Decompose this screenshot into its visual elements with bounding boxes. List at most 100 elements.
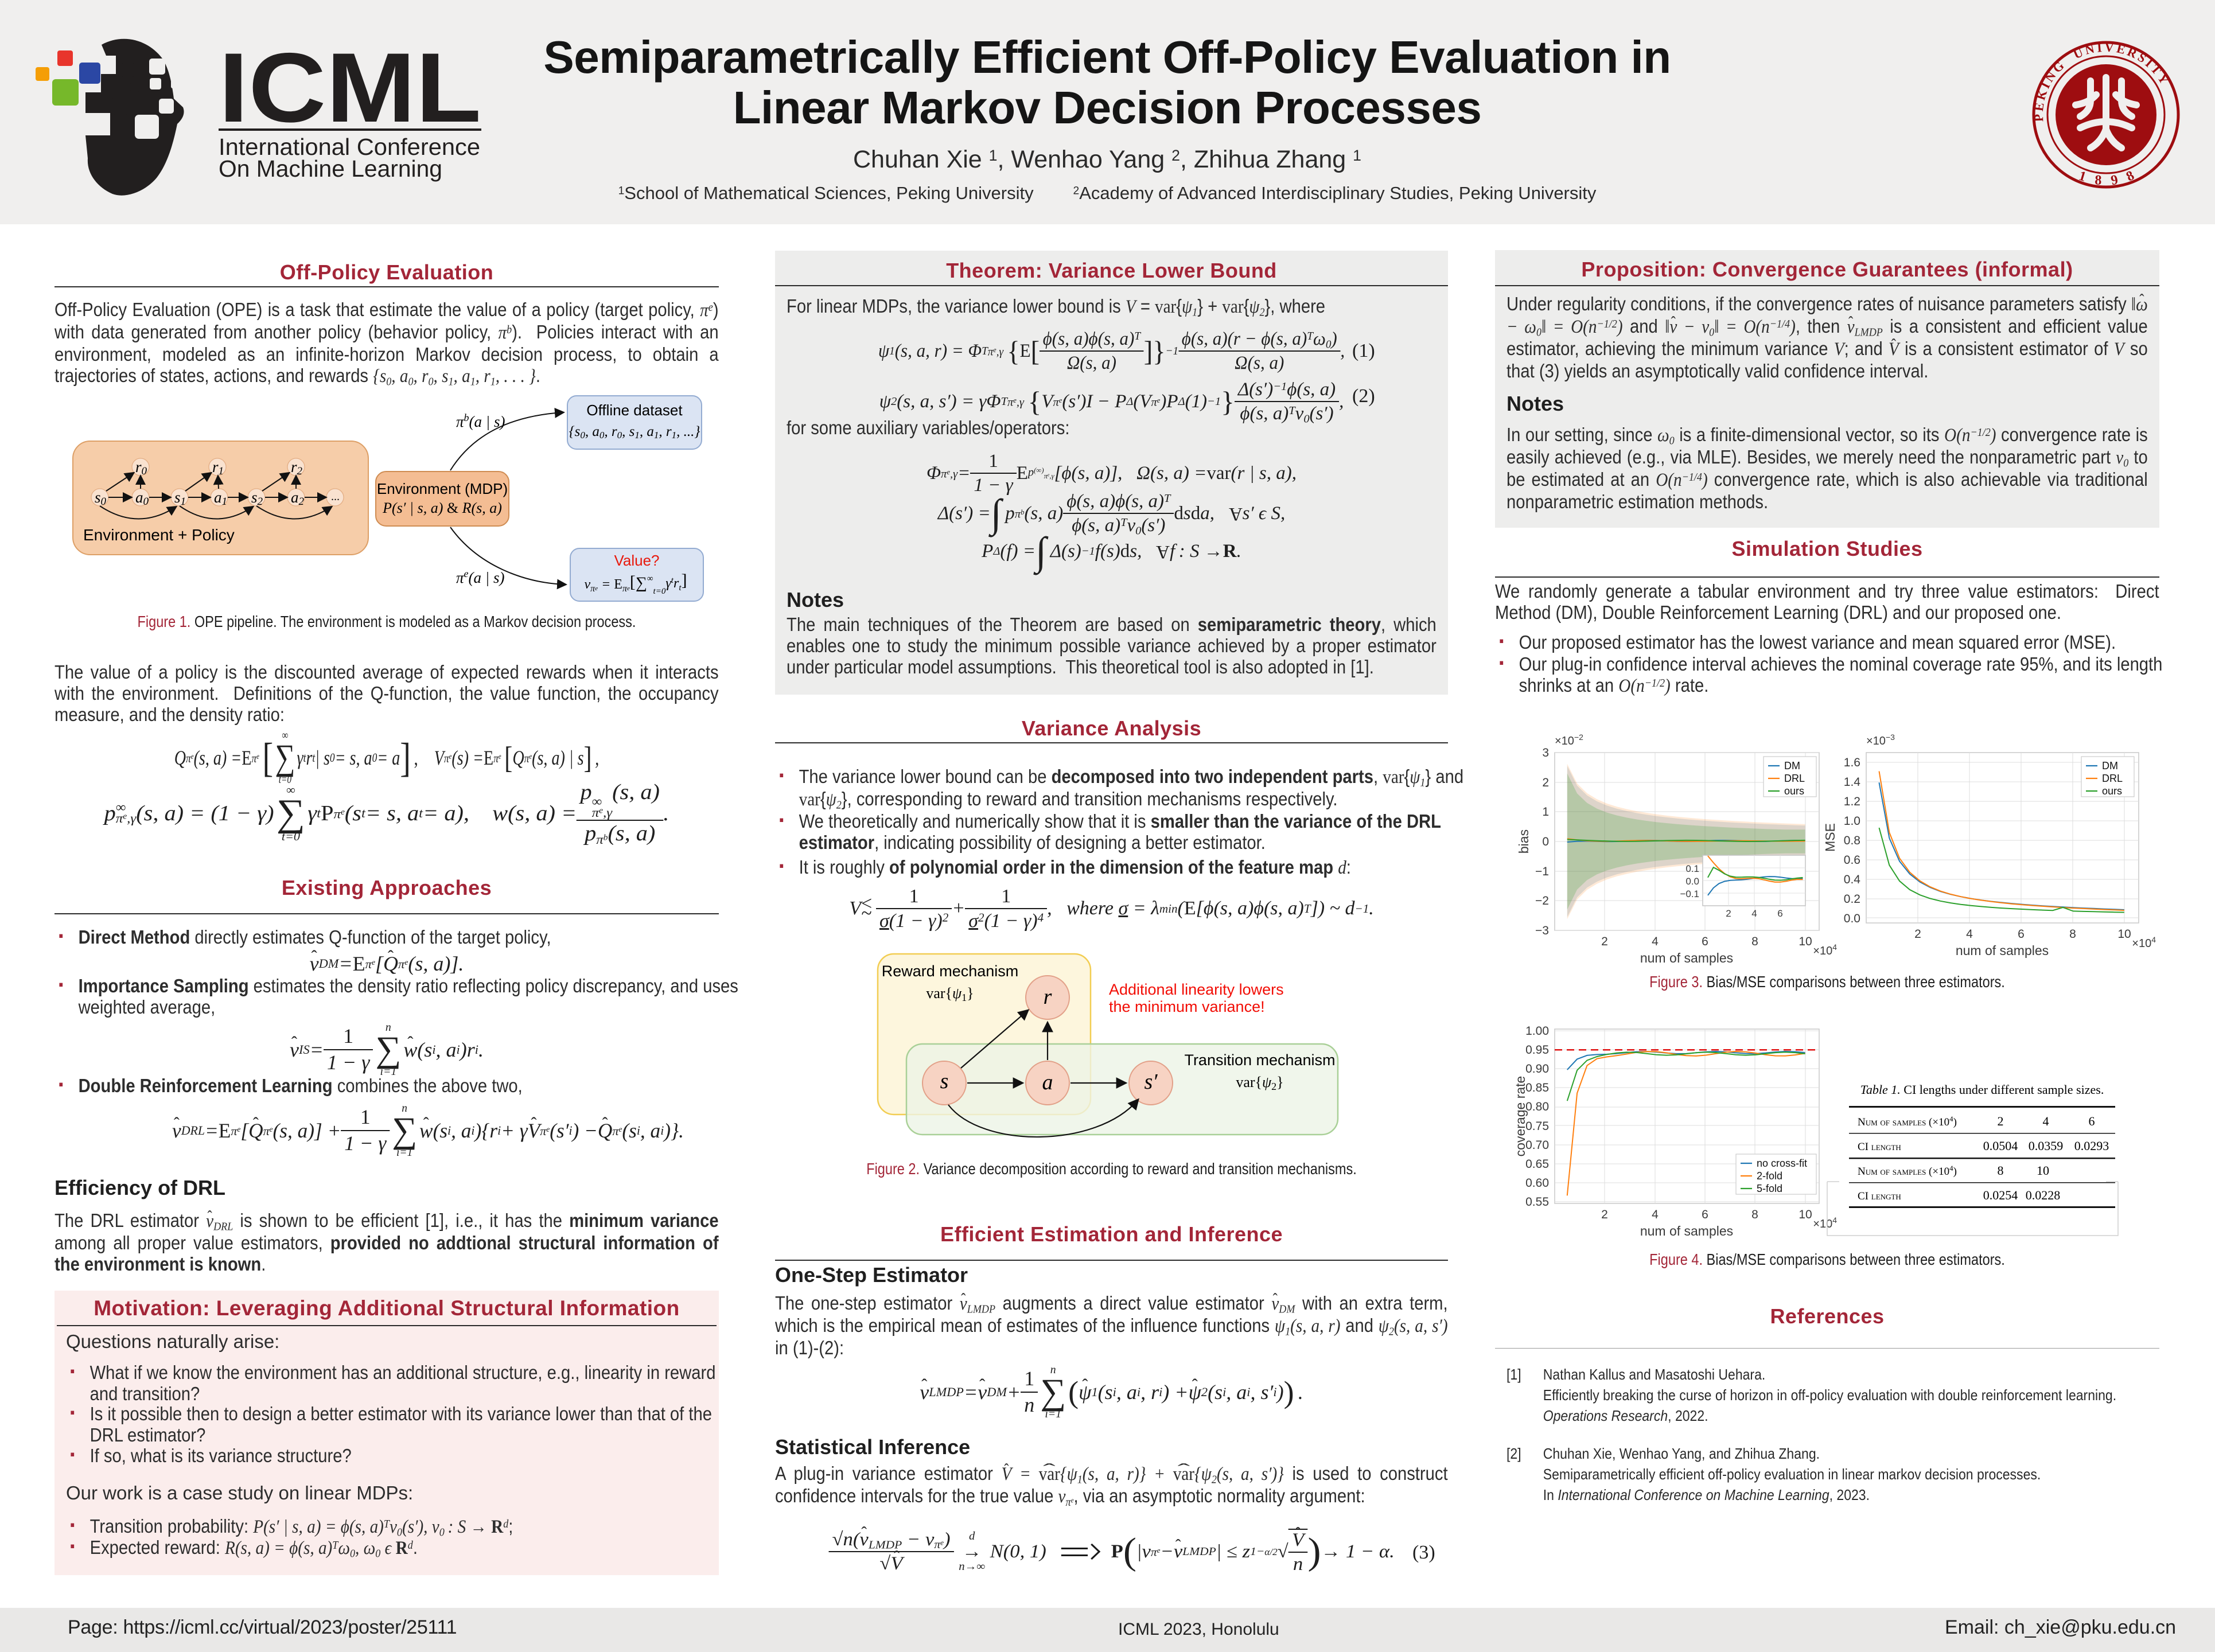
svg-text:6: 6 (2089, 1114, 2095, 1128)
svg-text:×104: ×104 (2132, 935, 2156, 950)
svg-text:0.0228: 0.0228 (2026, 1188, 2061, 1202)
svg-text:0.0504: 0.0504 (1983, 1139, 2018, 1153)
svg-text:0.75: 0.75 (1525, 1120, 1549, 1133)
svg-text:πe(a | s): πe(a | s) (456, 568, 504, 586)
svg-text:10: 10 (1799, 1208, 1812, 1221)
svg-text:0.65: 0.65 (1525, 1158, 1549, 1171)
svg-text:0: 0 (1542, 835, 1549, 848)
svg-text:a: a (1042, 1070, 1053, 1094)
svg-text:s′: s′ (1144, 1070, 1158, 1094)
svg-text:ours: ours (2102, 785, 2122, 797)
svg-text:0.85: 0.85 (1525, 1081, 1549, 1094)
svg-text:num of samples: num of samples (1640, 950, 1733, 965)
svg-text:10: 10 (1799, 935, 1812, 948)
svg-text:0.0: 0.0 (1685, 876, 1699, 887)
svg-text:2: 2 (1998, 1114, 2004, 1128)
svg-text:ICML: ICML (219, 33, 481, 143)
svg-text:var{ψ1}: var{ψ1} (926, 985, 974, 1003)
svg-text:8: 8 (1751, 935, 1758, 948)
svg-text:0.0359: 0.0359 (2029, 1139, 2064, 1153)
svg-text:−1: −1 (1535, 865, 1549, 878)
svg-text:r: r (1044, 985, 1052, 1009)
svg-text:{s0, a0, r0, s1, a1, r1, ...}: {s0, a0, r0, s1, a1, r1, ...} (569, 424, 700, 441)
svg-text:1.6: 1.6 (1844, 756, 1860, 769)
svg-text:2: 2 (1914, 928, 1921, 941)
svg-text:−0.1: −0.1 (1680, 889, 1699, 899)
svg-text:0.90: 0.90 (1525, 1062, 1549, 1076)
svg-text:bias: bias (1516, 829, 1531, 854)
svg-text:2: 2 (1726, 908, 1731, 919)
svg-text:the minimum variance!: the minimum variance! (1109, 998, 1265, 1015)
svg-text:2-fold: 2-fold (1757, 1170, 1782, 1182)
svg-text:no cross-fit: no cross-fit (1757, 1158, 1807, 1169)
svg-text:8: 8 (2069, 928, 2076, 941)
svg-text:1: 1 (1542, 805, 1549, 819)
svg-text:4: 4 (1652, 935, 1659, 948)
svg-text:CI length: CI length (1858, 1190, 1901, 1202)
svg-text:1898: 1898 (2077, 163, 2146, 188)
svg-text:DM: DM (2102, 760, 2118, 772)
svg-text:0.4: 0.4 (1844, 873, 1861, 886)
svg-text:×104: ×104 (1813, 1215, 1837, 1230)
svg-text:×10−2: ×10−2 (1555, 734, 1583, 747)
svg-text:Transition mechanism: Transition mechanism (1184, 1051, 1335, 1069)
svg-text:Additional linearity lowers: Additional linearity lowers (1109, 981, 1284, 998)
svg-text:...: ... (331, 490, 340, 503)
svg-text:×10−3: ×10−3 (1866, 734, 1895, 747)
svg-text:MSE: MSE (1823, 823, 1838, 852)
svg-text:0.0254: 0.0254 (1983, 1188, 2018, 1202)
svg-text:10: 10 (2037, 1163, 2049, 1178)
svg-text:Num of samples (×104): Num of samples (×104) (1858, 1164, 1957, 1178)
svg-text:0.55: 0.55 (1525, 1195, 1549, 1209)
svg-text:−3: −3 (1535, 924, 1549, 937)
svg-text:2: 2 (1601, 935, 1608, 948)
svg-text:CI length: CI length (1858, 1141, 1901, 1153)
svg-text:Environment + Policy: Environment + Policy (83, 526, 235, 544)
svg-text:International Conference: International Conference (219, 134, 480, 160)
svg-text:6: 6 (1702, 1208, 1708, 1221)
svg-text:2: 2 (1601, 1208, 1608, 1221)
svg-text:coverage rate: coverage rate (1513, 1076, 1528, 1157)
svg-text:4: 4 (2043, 1114, 2049, 1128)
svg-text:DM: DM (1784, 760, 1800, 772)
svg-text:P(s′ | s, a) & R(s, a): P(s′ | s, a) & R(s, a) (382, 500, 502, 516)
svg-text:0.8: 0.8 (1844, 834, 1860, 847)
svg-text:πb(a | s): πb(a | s) (456, 412, 505, 430)
svg-text:2: 2 (1542, 776, 1549, 789)
svg-text:1.4: 1.4 (1844, 776, 1861, 789)
svg-text:4: 4 (1751, 908, 1757, 919)
svg-text:−2: −2 (1535, 894, 1549, 907)
svg-text:Table 1. CI lengths under diff: Table 1. CI lengths under different samp… (1860, 1082, 2104, 1097)
svg-text:num of samples: num of samples (1640, 1224, 1733, 1238)
svg-text:1.00: 1.00 (1525, 1024, 1549, 1038)
svg-text:ours: ours (1784, 785, 1804, 797)
svg-text:0.95: 0.95 (1525, 1043, 1549, 1057)
svg-text:DRL: DRL (2102, 773, 2123, 784)
svg-text:0.6: 0.6 (1844, 854, 1860, 867)
svg-text:Offline dataset: Offline dataset (586, 402, 683, 419)
svg-text:3: 3 (1542, 746, 1549, 759)
svg-text:4: 4 (1966, 928, 1973, 941)
svg-text:6: 6 (2018, 928, 2025, 941)
svg-text:6: 6 (1777, 908, 1782, 919)
svg-text:8: 8 (1998, 1163, 2004, 1178)
svg-text:0.0293: 0.0293 (2074, 1139, 2109, 1153)
svg-text:s: s (940, 1069, 949, 1093)
svg-text:8: 8 (1751, 1208, 1758, 1221)
svg-text:×104: ×104 (1813, 942, 1837, 957)
svg-text:0.70: 0.70 (1525, 1139, 1549, 1152)
svg-text:var{ψ2}: var{ψ2} (1236, 1074, 1283, 1092)
svg-text:0.80: 0.80 (1525, 1100, 1549, 1113)
svg-text:Num of samples (×104): Num of samples (×104) (1858, 1115, 1957, 1128)
svg-text:Reward mechanism: Reward mechanism (882, 963, 1019, 980)
svg-text:0.2: 0.2 (1844, 893, 1860, 906)
svg-text:num of samples: num of samples (1956, 943, 2049, 958)
svg-text:0.60: 0.60 (1525, 1176, 1549, 1190)
svg-text:5-fold: 5-fold (1757, 1183, 1782, 1194)
svg-text:On Machine Learning: On Machine Learning (219, 155, 442, 182)
svg-text:0.1: 0.1 (1685, 863, 1699, 874)
svg-text:Value?: Value? (614, 552, 659, 569)
svg-text:0.0: 0.0 (1844, 912, 1860, 925)
svg-text:1.0: 1.0 (1844, 815, 1860, 828)
svg-text:DRL: DRL (1784, 773, 1805, 784)
